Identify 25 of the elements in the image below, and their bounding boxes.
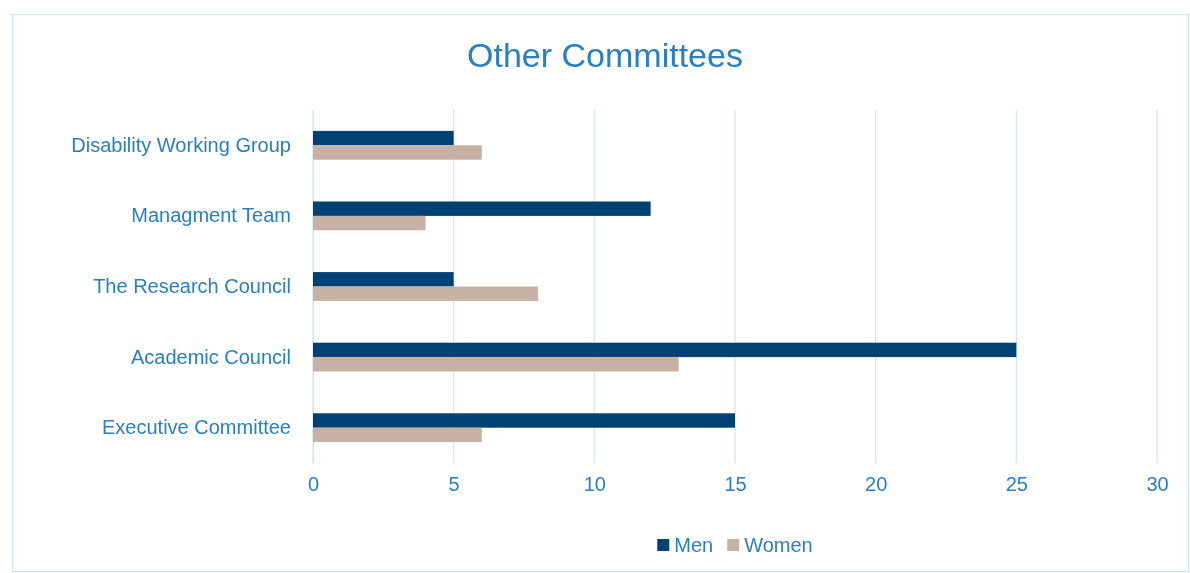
- bar: [313, 357, 679, 372]
- chart-title: Other Committees: [467, 36, 743, 74]
- bar: [313, 130, 454, 146]
- legend-label: Men: [674, 534, 714, 556]
- y-tick-label: Executive Committee: [102, 416, 291, 439]
- y-tick-label: Managment Team: [131, 204, 291, 227]
- bar: [313, 342, 1017, 358]
- x-tick-label: 0: [307, 473, 320, 496]
- x-tick-label: 25: [1005, 473, 1028, 496]
- x-tick-label: 5: [448, 473, 460, 496]
- bar: [313, 145, 482, 160]
- x-tick-label: 30: [1146, 473, 1169, 496]
- y-tick-label: The Research Council: [93, 274, 291, 297]
- legend-label: Women: [744, 534, 813, 556]
- bar: [313, 201, 651, 216]
- x-tick-label: 20: [865, 473, 888, 496]
- y-tick-label: Academic Council: [130, 345, 291, 368]
- bar: [313, 427, 482, 443]
- y-tick-label: Disability Working Group: [71, 133, 291, 156]
- x-tick-label: 10: [583, 473, 606, 496]
- bar: [313, 272, 454, 287]
- bar: [313, 286, 539, 301]
- bar: [313, 413, 735, 428]
- bar: [313, 215, 426, 231]
- x-tick-label: 15: [724, 473, 747, 496]
